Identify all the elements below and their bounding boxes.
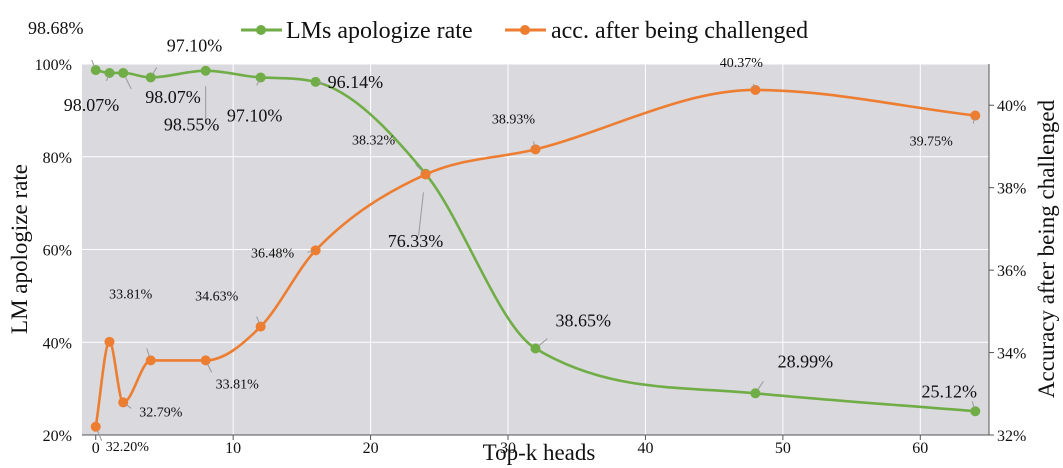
y-left-tick-label: 60% bbox=[43, 243, 72, 260]
data-label-accuracy: 38.93% bbox=[492, 112, 536, 127]
y-left-tick-label: 20% bbox=[43, 428, 72, 445]
data-point-accuracy[interactable] bbox=[104, 336, 115, 347]
data-label-apologize: 98.68% bbox=[28, 18, 84, 38]
data-label-apologize: 96.14% bbox=[328, 72, 384, 92]
x-tick-label: 30 bbox=[500, 440, 516, 457]
x-axis-title: Top-k heads bbox=[483, 440, 596, 465]
y-axis-right-title: Accuracy after being challenged bbox=[1034, 99, 1059, 398]
y-right-tick-label: 40% bbox=[997, 98, 1026, 115]
leader-line bbox=[146, 348, 150, 357]
leader-line bbox=[106, 75, 110, 82]
leader-line bbox=[418, 192, 424, 236]
data-point-accuracy[interactable] bbox=[90, 421, 101, 432]
y-right-tick-label: 34% bbox=[997, 346, 1026, 363]
legend-marker-apologize bbox=[256, 25, 266, 35]
data-label-apologize: 98.07% bbox=[145, 87, 201, 107]
leader-line bbox=[971, 401, 975, 409]
y-axis-right: 32% 34% 36% 38% 40% bbox=[988, 64, 1026, 445]
data-point-accuracy[interactable] bbox=[118, 397, 129, 408]
data-point-accuracy[interactable] bbox=[145, 355, 156, 366]
data-label-accuracy: 38.32% bbox=[352, 133, 396, 148]
data-label-apologize: 97.10% bbox=[167, 35, 223, 55]
data-label-accuracy: 32.79% bbox=[139, 405, 183, 420]
data-point-accuracy[interactable] bbox=[750, 84, 761, 95]
leader-line bbox=[757, 381, 764, 390]
data-label-accuracy: 36.48% bbox=[251, 246, 295, 261]
y-left-tick-label: 40% bbox=[43, 335, 72, 352]
y-left-tick-label: 100% bbox=[35, 57, 72, 74]
data-point-apologize[interactable] bbox=[118, 67, 129, 78]
legend-item-accuracy[interactable]: acc. after being challenged bbox=[505, 18, 808, 44]
legend: LMs apologize rate acc. after being chal… bbox=[241, 18, 808, 44]
data-label-apologize: 98.07% bbox=[64, 95, 120, 115]
y-right-tick-label: 36% bbox=[997, 263, 1026, 280]
leader-line bbox=[125, 77, 132, 90]
data-point-accuracy[interactable] bbox=[255, 321, 266, 332]
y-axis-left-title: LM apologize rate bbox=[7, 164, 32, 334]
leader-line bbox=[307, 250, 314, 253]
data-label-apologize: 25.12% bbox=[922, 381, 978, 401]
leader-line bbox=[125, 403, 132, 409]
data-point-apologize[interactable] bbox=[970, 406, 981, 417]
y-axis-left: 20% 40% 60% 80% 100% bbox=[35, 57, 72, 445]
leader-line bbox=[91, 59, 96, 68]
legend-item-apologize[interactable]: LMs apologize rate bbox=[241, 18, 473, 44]
legend-label-accuracy: acc. after being challenged bbox=[551, 18, 808, 44]
data-label-apologize: 97.10% bbox=[227, 105, 283, 125]
data-label-accuracy: 39.75% bbox=[910, 135, 954, 150]
data-label-accuracy: 33.81% bbox=[216, 377, 260, 392]
data-label-apologize: 76.33% bbox=[388, 231, 444, 251]
data-point-apologize[interactable] bbox=[255, 72, 266, 83]
leader-line bbox=[256, 316, 260, 324]
y-left-tick-label: 80% bbox=[43, 150, 72, 167]
data-label-apologize: 28.99% bbox=[778, 351, 834, 371]
y-right-tick-label: 32% bbox=[997, 428, 1026, 445]
data-point-accuracy[interactable] bbox=[420, 169, 431, 180]
leader-line bbox=[152, 67, 158, 75]
data-point-apologize[interactable] bbox=[310, 76, 321, 87]
legend-marker-accuracy bbox=[520, 25, 530, 35]
leader-line bbox=[752, 83, 756, 89]
x-tick-label: 60 bbox=[912, 440, 928, 457]
data-point-apologize[interactable] bbox=[104, 67, 115, 78]
data-label-accuracy: 34.63% bbox=[195, 290, 239, 305]
data-point-apologize[interactable] bbox=[530, 343, 541, 354]
series-layer bbox=[90, 65, 981, 432]
leader-line bbox=[533, 141, 536, 148]
data-label-accuracy: 40.37% bbox=[720, 56, 764, 71]
legend-label-apologize: LMs apologize rate bbox=[286, 18, 473, 44]
data-point-apologize[interactable] bbox=[200, 65, 211, 76]
leader-line bbox=[256, 79, 260, 86]
leader-line bbox=[97, 430, 103, 441]
data-point-apologize[interactable] bbox=[750, 388, 761, 399]
data-point-apologize[interactable] bbox=[90, 65, 101, 76]
x-tick-label: 20 bbox=[363, 440, 379, 457]
data-point-accuracy[interactable] bbox=[530, 144, 541, 155]
data-label-accuracy: 32.20% bbox=[106, 440, 150, 455]
leader-line bbox=[318, 82, 326, 85]
x-tick-label: 40 bbox=[637, 440, 653, 457]
data-labels-layer: 98.68% 98.07% 98.07% 97.10% 98.55% 97.10% 96.1… bbox=[28, 18, 977, 455]
data-point-apologize[interactable] bbox=[145, 72, 156, 83]
data-point-accuracy[interactable] bbox=[310, 245, 321, 256]
leader-line bbox=[972, 117, 976, 124]
leader-line bbox=[415, 164, 423, 172]
x-axis: 0 10 20 30 40 50 60 bbox=[82, 434, 989, 457]
x-tick-label: 50 bbox=[775, 440, 791, 457]
data-point-accuracy[interactable] bbox=[200, 355, 211, 366]
data-label-accuracy: 33.81% bbox=[109, 287, 153, 302]
data-point-accuracy[interactable] bbox=[970, 110, 981, 121]
leader-line bbox=[538, 338, 548, 346]
data-label-apologize: 38.65% bbox=[556, 311, 612, 331]
data-label-apologize: 98.55% bbox=[164, 115, 220, 135]
x-tick-label: 0 bbox=[92, 440, 100, 457]
y-right-tick-label: 38% bbox=[997, 181, 1026, 198]
x-tick-label: 10 bbox=[225, 440, 241, 457]
leader-line bbox=[207, 363, 213, 373]
